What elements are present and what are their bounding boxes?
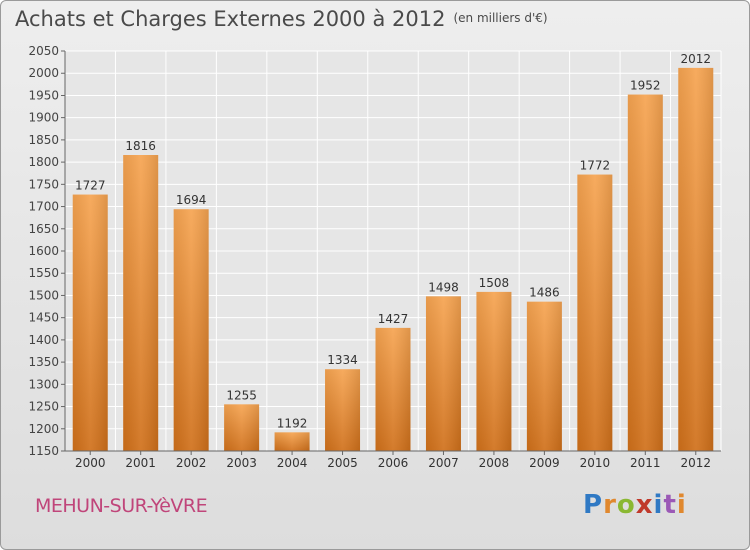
logo-letter: i bbox=[676, 490, 687, 520]
value-label: 1772 bbox=[580, 159, 611, 173]
bar-shade bbox=[678, 67, 714, 451]
y-tick-label: 1500 bbox=[28, 288, 59, 302]
y-tick-label: 1700 bbox=[28, 200, 59, 214]
bar-shade bbox=[577, 174, 613, 452]
x-tick-label: 2005 bbox=[327, 456, 358, 470]
y-tick-label: 1450 bbox=[28, 311, 59, 325]
y-tick-label: 1350 bbox=[28, 355, 59, 369]
value-label: 1486 bbox=[529, 286, 560, 300]
bar-shade bbox=[476, 291, 512, 451]
y-tick-label: 1850 bbox=[28, 133, 59, 147]
x-tick-label: 2001 bbox=[125, 456, 156, 470]
value-label: 1508 bbox=[479, 276, 510, 290]
x-tick-label: 2003 bbox=[226, 456, 257, 470]
bar-shade bbox=[224, 404, 260, 451]
logo-letter: i bbox=[653, 490, 664, 520]
y-tick-label: 1950 bbox=[28, 88, 59, 102]
y-tick-label: 1400 bbox=[28, 333, 59, 347]
value-label: 1952 bbox=[630, 79, 661, 93]
logo-letter: r bbox=[603, 490, 617, 520]
value-label: 1727 bbox=[75, 179, 106, 193]
value-label: 1255 bbox=[226, 388, 257, 402]
chart-title: Achats et Charges Externes 2000 à 2012 (e… bbox=[15, 7, 548, 31]
bar-shade bbox=[274, 432, 310, 451]
y-tick-label: 1650 bbox=[28, 222, 59, 236]
bar-shade bbox=[425, 296, 461, 451]
chart-title-text: Achats et Charges Externes 2000 à 2012 bbox=[15, 7, 446, 31]
x-tick-label: 2012 bbox=[680, 456, 711, 470]
bar-shade bbox=[526, 301, 562, 451]
bar-shade bbox=[375, 327, 411, 451]
x-tick-label: 2011 bbox=[630, 456, 661, 470]
value-label: 1427 bbox=[378, 312, 409, 326]
value-label: 1334 bbox=[327, 353, 358, 367]
chart-unit: (en milliers d'€) bbox=[453, 11, 548, 25]
y-tick-label: 1800 bbox=[28, 155, 59, 169]
x-tick-label: 2010 bbox=[580, 456, 611, 470]
town-name: MEHUN-SUR-YèVRE bbox=[35, 495, 208, 517]
logo-letter: t bbox=[663, 490, 677, 520]
x-tick-label: 2004 bbox=[277, 456, 308, 470]
x-tick-label: 2002 bbox=[176, 456, 207, 470]
y-tick-label: 2050 bbox=[28, 44, 59, 58]
value-label: 1816 bbox=[125, 139, 156, 153]
logo-letter: o bbox=[616, 490, 636, 520]
y-tick-label: 1750 bbox=[28, 177, 59, 191]
bar-shade bbox=[325, 369, 361, 451]
y-tick-label: 1550 bbox=[28, 266, 59, 280]
bar-shade bbox=[173, 209, 209, 451]
y-tick-label: 1250 bbox=[28, 400, 59, 414]
bar-shade bbox=[72, 194, 108, 452]
logo-letter: x bbox=[635, 490, 654, 520]
y-tick-label: 1200 bbox=[28, 422, 59, 436]
value-label: 2012 bbox=[680, 52, 711, 66]
bar-shade bbox=[123, 155, 159, 451]
y-tick-label: 1900 bbox=[28, 111, 59, 125]
x-tick-label: 2006 bbox=[378, 456, 409, 470]
x-tick-label: 2000 bbox=[75, 456, 106, 470]
x-tick-label: 2008 bbox=[479, 456, 510, 470]
y-tick-label: 1600 bbox=[28, 244, 59, 258]
y-tick-label: 1300 bbox=[28, 377, 59, 391]
y-tick-label: 2000 bbox=[28, 66, 59, 80]
bar-shade bbox=[627, 94, 663, 452]
value-label: 1498 bbox=[428, 280, 459, 294]
proxiti-logo: Proxiti bbox=[583, 490, 687, 520]
x-tick-label: 2009 bbox=[529, 456, 560, 470]
value-label: 1694 bbox=[176, 193, 207, 207]
value-label: 1192 bbox=[277, 416, 308, 430]
logo-letter: P bbox=[583, 490, 604, 520]
y-tick-label: 1150 bbox=[28, 444, 59, 458]
x-tick-label: 2007 bbox=[428, 456, 459, 470]
